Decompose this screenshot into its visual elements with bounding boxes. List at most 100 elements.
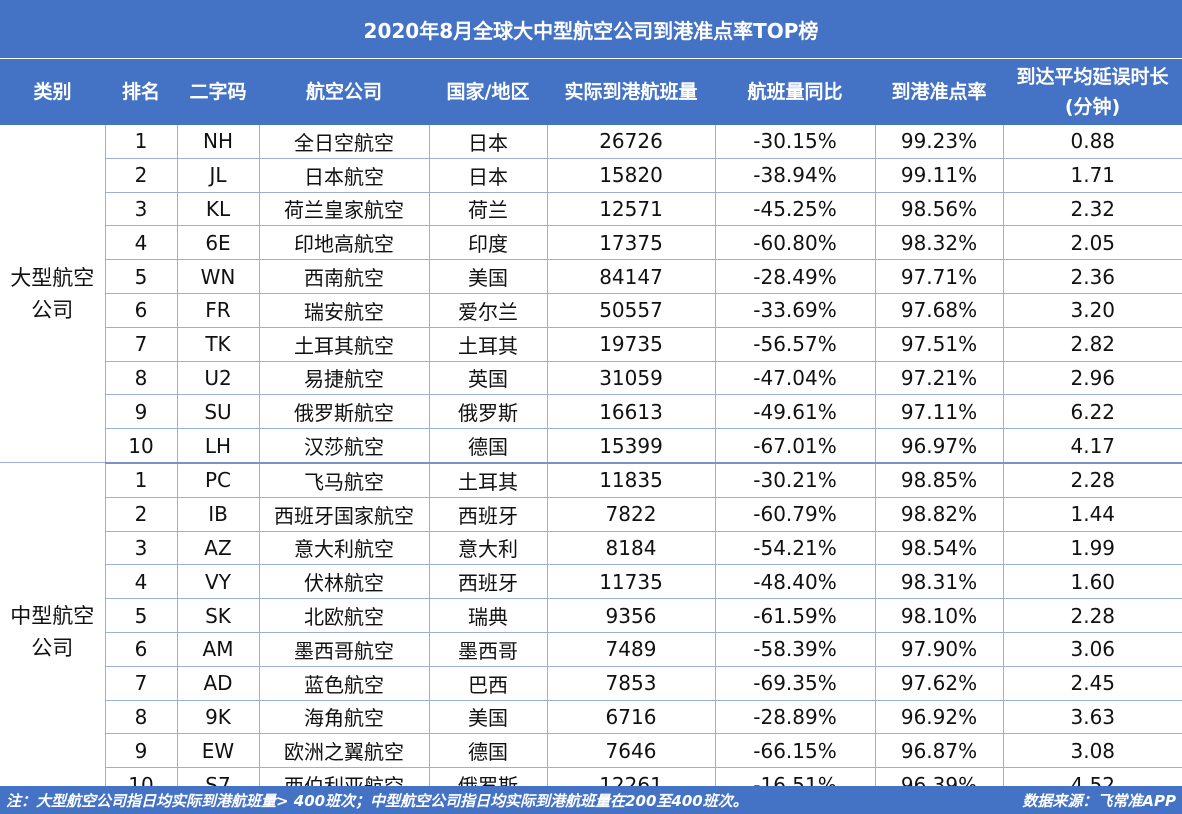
category-cell: 中型航空 公司: [0, 462, 106, 803]
cell-country: 瑞典: [429, 598, 548, 633]
cell-ontime-rate: 98.32%: [875, 225, 1004, 261]
cell-country: 日本: [429, 158, 548, 193]
cell-yoy: -61.59%: [715, 598, 876, 633]
header-country: 国家/地区: [429, 59, 547, 125]
cell-rank: 1: [105, 462, 178, 498]
cell-ontime-rate: 97.62%: [875, 666, 1004, 701]
cell-yoy: -45.25%: [715, 192, 876, 227]
header-yoy: 航班量同比: [715, 59, 875, 125]
cell-rank: 6: [105, 632, 178, 667]
cell-arrivals: 31059: [547, 361, 716, 396]
table-row: 4 6E 印地高航空 印度 17375 -60.80% 98.32% 2.05: [0, 225, 1182, 261]
cell-yoy: -69.35%: [715, 666, 876, 701]
cell-avg-delay: 2.05: [1003, 225, 1182, 261]
cell-iata-code: IB: [177, 497, 260, 532]
cell-yoy: -28.89%: [715, 700, 876, 735]
cell-country: 荷兰: [429, 192, 548, 227]
cell-airline: 日本航空: [259, 158, 430, 193]
cell-iata-code: AD: [177, 666, 260, 701]
cell-yoy: -47.04%: [715, 361, 876, 396]
cell-airline: 印地高航空: [259, 225, 430, 261]
cell-avg-delay: 4.17: [1003, 428, 1182, 464]
cell-arrivals: 7489: [547, 632, 716, 667]
table-row: 6 FR 瑞安航空 爱尔兰 50557 -33.69% 97.68% 3.20: [0, 293, 1182, 328]
cell-avg-delay: 2.28: [1003, 462, 1182, 498]
header-iata-code: 二字码: [177, 59, 259, 125]
cell-airline: 西班牙国家航空: [259, 497, 430, 532]
table-row: 9 EW 欧洲之翼航空 德国 7646 -66.15% 96.87% 3.08: [0, 733, 1182, 769]
header-category: 类别: [0, 59, 105, 125]
cell-country: 印度: [429, 225, 548, 261]
cell-country: 巴西: [429, 666, 548, 701]
cell-avg-delay: 1.99: [1003, 531, 1182, 566]
cell-rank: 1: [105, 125, 178, 159]
cell-arrivals: 26726: [547, 125, 716, 159]
cell-ontime-rate: 97.68%: [875, 293, 1004, 328]
cell-ontime-rate: 98.31%: [875, 564, 1004, 600]
cell-iata-code: SU: [177, 394, 260, 430]
cell-rank: 2: [105, 158, 178, 193]
header-arrivals: 实际到港航班量: [547, 59, 715, 125]
table-header-row: 类别 排名 二字码 航空公司 国家/地区 实际到港航班量 航班量同比 到港准点率…: [0, 59, 1182, 125]
cell-yoy: -33.69%: [715, 293, 876, 328]
cell-rank: 9: [105, 394, 178, 430]
cell-country: 爱尔兰: [429, 293, 548, 328]
cell-yoy: -58.39%: [715, 632, 876, 667]
cell-country: 土耳其: [429, 327, 548, 362]
header-ontime-rate: 到港准点率: [875, 59, 1003, 125]
cell-airline: 易捷航空: [259, 361, 430, 396]
cell-airline: 荷兰皇家航空: [259, 192, 430, 227]
cell-ontime-rate: 98.82%: [875, 497, 1004, 532]
cell-iata-code: TK: [177, 327, 260, 362]
cell-avg-delay: 2.82: [1003, 327, 1182, 362]
cell-avg-delay: 1.71: [1003, 158, 1182, 193]
table-row: 中型航空 公司 1 PC 飞马航空 土耳其 11835 -30.21% 98.85% 2.28: [0, 462, 1182, 803]
cell-rank: 7: [105, 666, 178, 701]
table-row: 4 VY 伏林航空 西班牙 11735 -48.40% 98.31% 1.60: [0, 564, 1182, 600]
cell-rank: 2: [105, 497, 178, 532]
cell-arrivals: 17375: [547, 225, 716, 261]
cell-country: 意大利: [429, 531, 548, 566]
cell-iata-code: SK: [177, 598, 260, 633]
cell-arrivals: 7853: [547, 666, 716, 701]
cell-yoy: -49.61%: [715, 394, 876, 430]
cell-iata-code: 9K: [177, 700, 260, 735]
cell-airline: 土耳其航空: [259, 327, 430, 362]
cell-rank: 8: [105, 361, 178, 396]
cell-airline: 瑞安航空: [259, 293, 430, 328]
cell-yoy: -30.21%: [715, 462, 876, 498]
cell-ontime-rate: 98.56%: [875, 192, 1004, 227]
table-row: 5 SK 北欧航空 瑞典 9356 -61.59% 98.10% 2.28: [0, 598, 1182, 633]
table-row: 大型航空 公司 1 NH 全日空航空 日本 26726 -30.15% 99.23% 0.88: [0, 125, 1182, 464]
cell-arrivals: 15820: [547, 158, 716, 193]
header-rank: 排名: [105, 59, 177, 125]
cell-avg-delay: 0.88: [1003, 125, 1182, 159]
table-row: 7 AD 蓝色航空 巴西 7853 -69.35% 97.62% 2.45: [0, 666, 1182, 701]
table-row: 9 SU 俄罗斯航空 俄罗斯 16613 -49.61% 97.11% 6.22: [0, 394, 1182, 430]
cell-avg-delay: 2.32: [1003, 192, 1182, 227]
header-airline: 航空公司: [259, 59, 429, 125]
cell-yoy: -30.15%: [715, 125, 876, 159]
cell-yoy: -60.80%: [715, 225, 876, 261]
table-row: 2 JL 日本航空 日本 15820 -38.94% 99.11% 1.71: [0, 158, 1182, 193]
cell-arrivals: 11835: [547, 462, 716, 498]
cell-rank: 10: [105, 428, 178, 464]
cell-airline: 海角航空: [259, 700, 430, 735]
footer-note: 注：大型航空公司指日均实际到港航班量> 400班次；中型航空公司指日均实际到港航…: [6, 791, 748, 810]
cell-ontime-rate: 98.54%: [875, 531, 1004, 566]
cell-ontime-rate: 96.97%: [875, 428, 1004, 464]
cell-arrivals: 6716: [547, 700, 716, 735]
cell-iata-code: KL: [177, 192, 260, 227]
cell-rank: 8: [105, 700, 178, 735]
cell-country: 墨西哥: [429, 632, 548, 667]
cell-airline: 汉莎航空: [259, 428, 430, 464]
cell-rank: 4: [105, 225, 178, 261]
cell-ontime-rate: 96.87%: [875, 733, 1004, 769]
cell-iata-code: AZ: [177, 531, 260, 566]
cell-country: 西班牙: [429, 497, 548, 532]
cell-arrivals: 7646: [547, 733, 716, 769]
cell-avg-delay: 3.20: [1003, 293, 1182, 328]
cell-arrivals: 11735: [547, 564, 716, 600]
cell-ontime-rate: 97.90%: [875, 632, 1004, 667]
cell-avg-delay: 6.22: [1003, 394, 1182, 430]
